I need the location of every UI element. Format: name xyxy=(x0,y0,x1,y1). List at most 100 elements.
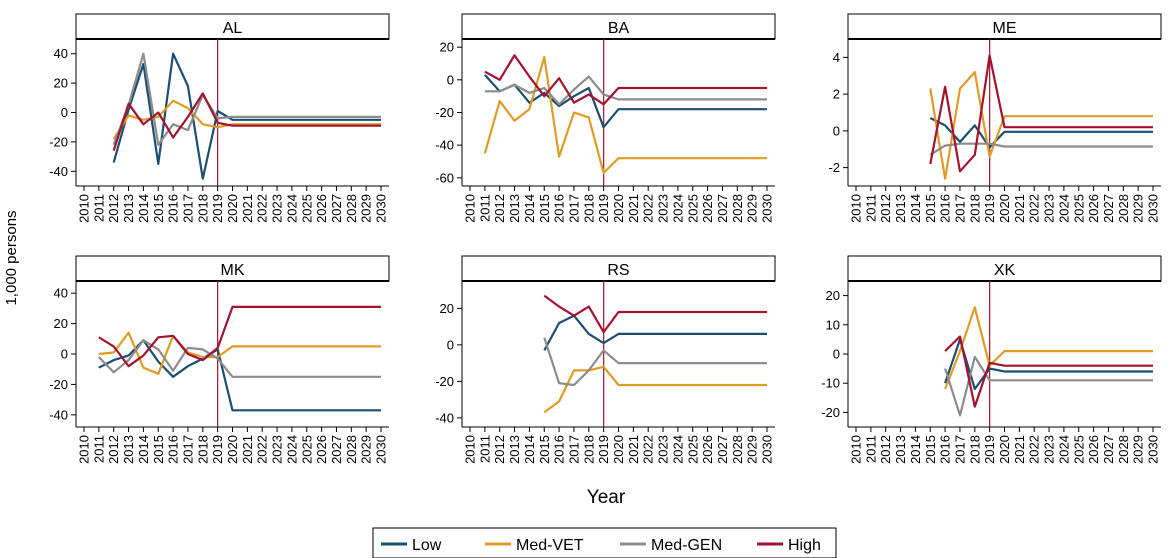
y-tick-label: 4 xyxy=(833,50,840,65)
x-tick-label: 2030 xyxy=(374,194,389,223)
x-tick-label: 2017 xyxy=(566,194,581,223)
series-line-low-me xyxy=(929,117,1153,149)
legend-label-med-vet: Med-VET xyxy=(516,537,584,554)
series-line-med-vet-me xyxy=(929,70,1153,180)
x-tick-label: 2017 xyxy=(566,435,581,464)
x-tick-label: 2010 xyxy=(77,194,92,223)
x-tick-label: 2014 xyxy=(522,194,537,223)
x-tick-label: 2018 xyxy=(581,435,596,464)
series-line-low-al xyxy=(112,52,381,180)
x-tick-label: 2020 xyxy=(997,194,1012,223)
x-tick-label: 2016 xyxy=(938,435,953,464)
x-tick-label: 2019 xyxy=(982,435,997,464)
x-tick-label: 2019 xyxy=(596,194,611,223)
x-tick-label: 2011 xyxy=(91,194,106,222)
x-tick-label: 2023 xyxy=(1042,194,1057,223)
x-tick-label: 2028 xyxy=(1116,435,1131,464)
x-tick-label: 2025 xyxy=(299,435,314,464)
y-tick-label: -20 xyxy=(435,374,454,389)
series-line-high-al xyxy=(112,92,381,152)
panel-header-ba xyxy=(461,13,776,40)
x-tick-label: 2027 xyxy=(715,435,730,464)
panel-title-xk: XK xyxy=(994,262,1016,279)
panel-header-al xyxy=(75,13,390,40)
x-tick-label: 2029 xyxy=(745,435,760,464)
y-tick-label: -2 xyxy=(828,160,840,175)
x-tick-label: 2012 xyxy=(878,435,893,464)
x-tick-label: 2030 xyxy=(760,194,775,223)
series-line-low-xk xyxy=(944,338,1153,391)
x-tick-label: 2020 xyxy=(225,435,240,464)
series-line-high-xk xyxy=(944,335,1153,408)
y-tick-label: 0 xyxy=(833,123,840,138)
x-tick-label: 2022 xyxy=(1027,194,1042,223)
x-tick-label: 2011 xyxy=(863,435,878,463)
x-tick-label: 2017 xyxy=(952,435,967,464)
x-tick-label: 2018 xyxy=(967,435,982,464)
y-tick-label: 40 xyxy=(54,46,68,61)
x-tick-label: 2018 xyxy=(967,194,982,223)
x-tick-label: 2027 xyxy=(329,435,344,464)
x-tick-label: 2028 xyxy=(730,194,745,223)
y-tick-label: 0 xyxy=(61,347,68,362)
x-tick-label: 2014 xyxy=(908,435,923,464)
panel-title-mk: MK xyxy=(221,262,245,279)
x-tick-label: 2028 xyxy=(344,194,359,223)
x-tick-label: 2027 xyxy=(329,194,344,223)
x-tick-label: 2013 xyxy=(893,435,908,464)
y-axis-label: 1,000 persons xyxy=(3,210,20,305)
x-tick-label: 2026 xyxy=(700,194,715,223)
series-line-high-me xyxy=(929,54,1153,173)
series-line-low-mk xyxy=(98,339,381,412)
y-tick-label: 0 xyxy=(447,337,454,352)
x-tick-label: 2024 xyxy=(1056,435,1071,464)
series-line-high-rs xyxy=(543,294,767,334)
x-tick-label: 2014 xyxy=(522,435,537,464)
series-line-med-gen-ba xyxy=(484,75,767,106)
x-tick-label: 2025 xyxy=(299,194,314,223)
series-line-med-vet-rs xyxy=(543,365,767,414)
series-line-med-gen-xk xyxy=(944,355,1153,417)
x-tick-label: 2025 xyxy=(1071,194,1086,223)
x-tick-label: 2013 xyxy=(507,194,522,223)
x-tick-label: 2012 xyxy=(106,435,121,464)
x-tick-label: 2024 xyxy=(670,194,685,223)
x-tick-label: 2030 xyxy=(1146,194,1161,223)
panel-title-ba: BA xyxy=(608,20,630,37)
x-tick-label: 2020 xyxy=(225,194,240,223)
y-tick-label: -40 xyxy=(435,410,454,425)
legend-entry-med-gen: Med-GEN xyxy=(620,537,722,554)
x-tick-label: 2013 xyxy=(507,435,522,464)
y-tick-label: 40 xyxy=(54,286,68,301)
y-tick-label: -60 xyxy=(435,170,454,185)
x-tick-label: 2020 xyxy=(611,194,626,223)
x-tick-label: 2013 xyxy=(121,435,136,464)
x-tick-label: 2022 xyxy=(641,435,656,464)
y-tick-label: 0 xyxy=(447,72,454,87)
x-tick-label: 2026 xyxy=(1086,435,1101,464)
series-line-med-gen-me xyxy=(929,142,1153,156)
x-tick-label: 2022 xyxy=(1027,435,1042,464)
x-tick-label: 2021 xyxy=(626,194,641,223)
x-tick-label: 2016 xyxy=(938,194,953,223)
y-tick-label: -40 xyxy=(49,407,68,422)
x-tick-label: 2019 xyxy=(596,435,611,464)
y-tick-label: 20 xyxy=(54,76,68,91)
legend-label-med-gen: Med-GEN xyxy=(651,537,722,554)
x-tick-label: 2012 xyxy=(492,435,507,464)
x-tick-label: 2028 xyxy=(730,435,745,464)
x-tick-label: 2024 xyxy=(284,194,299,223)
x-tick-label: 2021 xyxy=(1012,435,1027,464)
x-tick-label: 2025 xyxy=(685,435,700,464)
x-tick-label: 2021 xyxy=(1012,194,1027,223)
legend-label-low: Low xyxy=(412,537,442,554)
x-tick-label: 2011 xyxy=(477,194,492,222)
x-tick-label: 2015 xyxy=(537,194,552,223)
series-line-low-rs xyxy=(543,314,767,351)
x-tick-label: 2025 xyxy=(685,194,700,223)
